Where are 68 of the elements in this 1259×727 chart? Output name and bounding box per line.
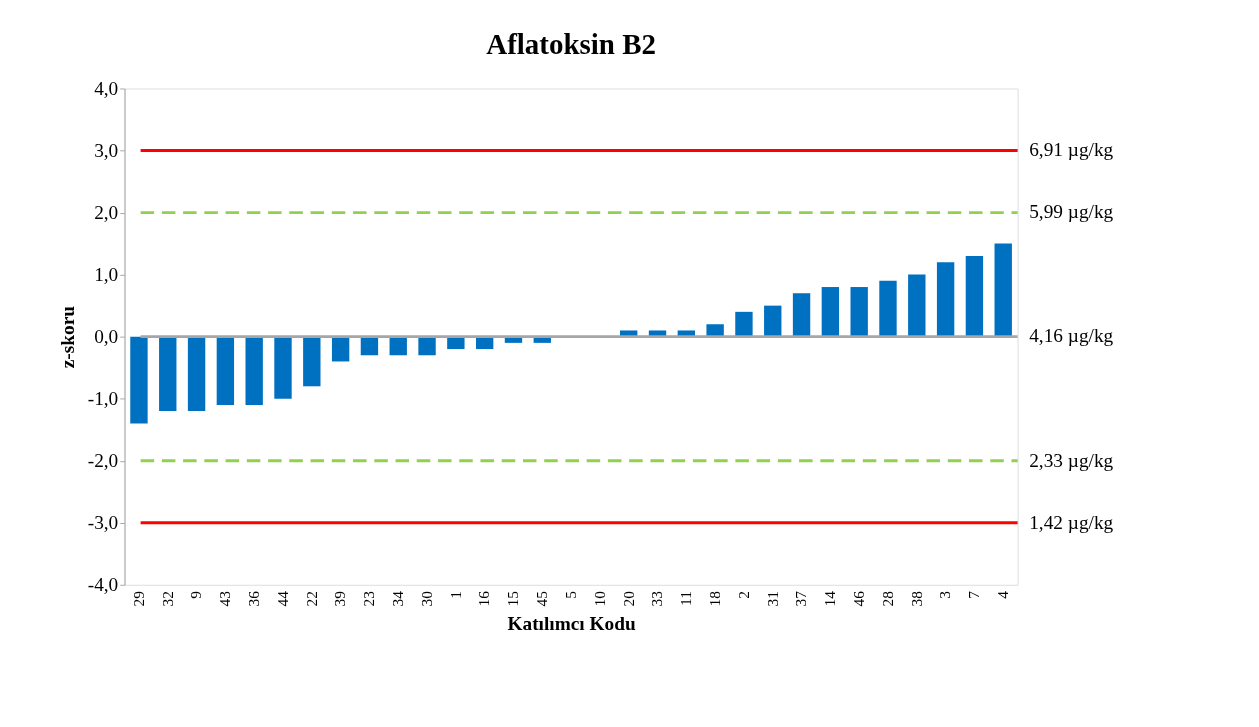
ref-line-label: 4,16 µg/kg (1029, 325, 1114, 347)
x-tick-label: 15 (504, 590, 522, 607)
bar (274, 336, 292, 399)
bar (447, 336, 465, 350)
y-axis-title: z-skoru (57, 305, 79, 369)
bar (850, 287, 868, 337)
y-tick-label: -1,0 (87, 387, 119, 409)
y-tick-label: 2,0 (94, 201, 119, 223)
x-tick-label: 4 (994, 590, 1012, 599)
y-tick-label: -2,0 (87, 450, 119, 471)
bar (159, 336, 177, 412)
x-tick-label: 5 (561, 590, 579, 599)
bar (908, 274, 926, 337)
ref-line-label: 1,42 µg/kg (1029, 511, 1114, 533)
x-tick-label: 3 (936, 590, 954, 599)
x-tick-label: 10 (590, 590, 608, 607)
bar (331, 336, 350, 362)
ref-line-label: 6,91 µg/kg (1029, 139, 1114, 161)
x-tick-label: 32 (158, 591, 176, 607)
bar (821, 287, 840, 337)
x-tick-label: 37 (792, 590, 810, 607)
y-tick-label: 4,0 (94, 77, 119, 99)
bar (879, 280, 897, 337)
bar (936, 262, 955, 337)
x-tick-label: 11 (677, 591, 695, 606)
bar (245, 336, 263, 405)
x-tick-label: 2 (734, 591, 752, 599)
x-tick-label: 44 (273, 590, 291, 607)
x-tick-label: 39 (331, 590, 349, 607)
x-tick-label: 16 (475, 590, 493, 607)
x-tick-label: 18 (705, 590, 723, 607)
x-tick-label: 28 (878, 590, 896, 607)
x-tick-label: 33 (648, 590, 666, 607)
x-tick-label: 34 (389, 590, 407, 607)
y-tick-label: -3,0 (87, 512, 119, 534)
bar (216, 336, 235, 405)
bar (735, 311, 753, 337)
x-tick-label: 29 (129, 590, 147, 607)
x-tick-label: 23 (360, 590, 378, 607)
bar (792, 293, 811, 337)
x-tick-label: 31 (763, 591, 781, 607)
bar (303, 336, 321, 387)
ref-line-label: 5,99 µg/kg (1029, 201, 1114, 223)
x-tick-label: 36 (245, 590, 263, 607)
x-tick-label: 14 (821, 590, 839, 607)
x-tick-label: 45 (533, 590, 551, 607)
x-axis-title: Katılımcı Kodu (507, 612, 636, 634)
x-tick-label: 46 (850, 590, 868, 607)
y-tick-label: 1,0 (94, 263, 119, 285)
ref-line-label: 2,33 µg/kg (1029, 449, 1114, 471)
bar (418, 336, 436, 356)
bar (764, 305, 782, 337)
bar (994, 243, 1012, 337)
x-tick-label: 7 (965, 590, 983, 599)
y-tick-label: 0,0 (94, 325, 119, 347)
x-tick-label: 38 (907, 590, 925, 607)
x-tick-label: 22 (302, 591, 320, 607)
x-tick-label: 1 (446, 591, 464, 599)
x-tick-label: 43 (216, 590, 234, 607)
y-tick-label: -4,0 (87, 574, 119, 596)
x-tick-label: 20 (619, 590, 637, 607)
bar (187, 336, 206, 412)
y-tick-label: 3,0 (94, 139, 119, 161)
bar (965, 256, 984, 337)
bar (130, 336, 148, 424)
x-tick-label: 30 (417, 590, 435, 607)
chart-title: Aflatoksin B2 (486, 27, 656, 60)
x-tick-label: 9 (187, 590, 205, 599)
